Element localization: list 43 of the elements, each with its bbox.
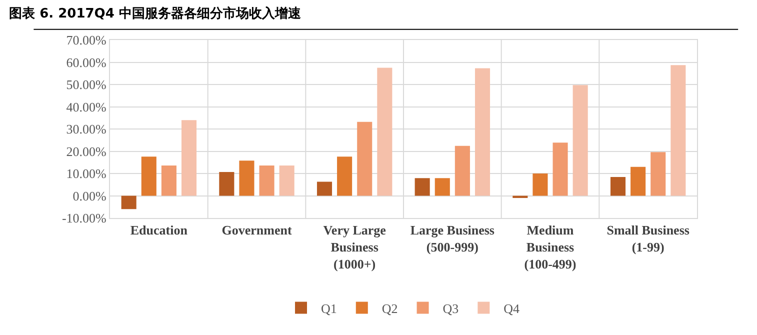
bar (279, 165, 294, 196)
bar (337, 156, 352, 196)
bar (259, 165, 274, 196)
legend-label: Q1 (321, 300, 337, 316)
bar (532, 174, 548, 196)
bar (357, 122, 372, 196)
y-tick-label: 10.00% (66, 166, 107, 182)
y-tick-label: -10.00% (62, 210, 107, 226)
y-tick-label: 30.00% (66, 122, 107, 137)
bar (316, 182, 332, 196)
bar (434, 178, 450, 196)
y-tick-label: 60.00% (66, 54, 107, 70)
y-tick-label: 20.00% (66, 144, 107, 159)
bar (454, 146, 470, 196)
bar (630, 166, 646, 196)
y-tick-label: 0.00% (72, 188, 107, 204)
bar (141, 156, 156, 196)
legend-label: Q3 (442, 300, 459, 316)
x-tick-label: Government (222, 222, 292, 238)
bar (414, 178, 430, 196)
x-tick-label: Large Business (500-999) (410, 222, 494, 254)
bar (121, 196, 136, 210)
bar (552, 142, 568, 196)
x-tick-label: Very Large Business (1000+) (323, 222, 386, 272)
y-tick-label: 40.00% (66, 99, 107, 114)
y-tick-label: 70.00% (66, 32, 107, 48)
bar (377, 68, 392, 196)
chart-title: 图表 6. 2017Q4 中国服务器各细分市场收入增速 (9, 5, 302, 22)
bar (161, 165, 176, 196)
bar (239, 160, 254, 196)
bar (650, 152, 666, 196)
bar (219, 172, 234, 196)
x-tick-label: Medium Business (100-499) (524, 222, 576, 272)
bar (474, 68, 490, 196)
bar (670, 65, 686, 196)
bar (572, 85, 588, 196)
x-tick-label: Education (130, 222, 188, 238)
x-tick-label: Small Business (1-99) (606, 222, 690, 254)
legend-label: Q4 (504, 300, 520, 316)
legend-label: Q2 (382, 300, 398, 316)
bar (181, 120, 197, 196)
bar (610, 177, 626, 196)
y-tick-label: 50.00% (66, 77, 107, 92)
